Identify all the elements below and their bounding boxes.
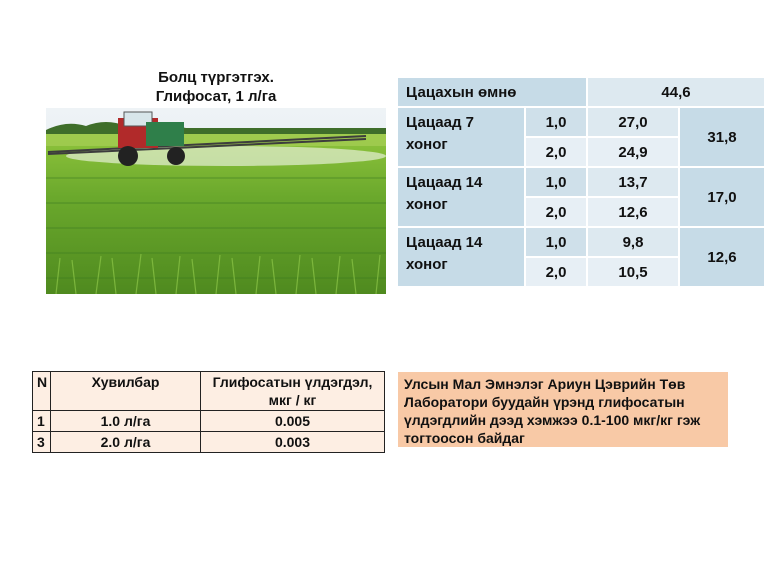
before-label: Цацахын өмнө: [396, 76, 588, 108]
row-number: 3: [32, 431, 51, 453]
residue-value-cell: 0.003: [200, 431, 385, 453]
variant-cell: 2.0 л/га: [50, 431, 201, 453]
table-row: Цацаад 14 хоног 1,0 13,7 17,0: [396, 166, 767, 228]
table-row: Цацаад 14 хоног 1,0 9,8 12,6: [396, 226, 767, 288]
results-table: Цацахын өмнө 44,6 Цацаад 7 хоног 1,0 27,…: [396, 76, 767, 288]
header-n: N: [32, 371, 51, 411]
value-cell: 24,9: [586, 136, 680, 168]
average-cell: 17,0: [677, 166, 767, 228]
dose-cell: 1,0: [524, 166, 588, 198]
table-row: 3 2.0 л/га 0.003: [32, 431, 385, 453]
before-value: 44,6: [585, 76, 767, 108]
results-before-row: Цацахын өмнө 44,6: [396, 76, 767, 108]
table-row: Цацаад 7 хоног 1,0 27,0 31,8: [396, 106, 767, 168]
header-residue: Глифосатын үлдэгдэл, мкг / кг: [200, 371, 385, 411]
header-variant: Хувилбар: [50, 371, 201, 411]
period-label: Цацаад 14 хоног: [396, 226, 526, 288]
photo-caption: Болц түргэтгэх. Глифосат, 1 л/га: [46, 68, 386, 106]
sprayer-field-photo: [46, 108, 386, 294]
value-cell: 27,0: [586, 106, 680, 138]
table-row: 2,0 24,9: [397, 136, 765, 168]
value-cell: 10,5: [586, 256, 680, 288]
row-number: 1: [32, 410, 51, 432]
dose-cell: 2,0: [524, 136, 588, 168]
dose-cell: 1,0: [524, 106, 588, 138]
average-cell: 12,6: [677, 226, 767, 288]
variant-cell: 1.0 л/га: [50, 410, 201, 432]
dose-cell: 2,0: [524, 196, 588, 228]
residue-value-cell: 0.005: [200, 410, 385, 432]
dose-cell: 1,0: [524, 226, 588, 258]
period-label: Цацаад 7 хоног: [396, 106, 526, 168]
table-row: 2,0 12,6: [397, 196, 765, 228]
residue-table: N Хувилбар Глифосатын үлдэгдэл, мкг / кг…: [32, 371, 385, 453]
photo-caption-line1: Болц түргэтгэх.: [158, 69, 274, 86]
value-cell: 13,7: [586, 166, 680, 198]
value-cell: 12,6: [586, 196, 680, 228]
period-label: Цацаад 14 хоног: [396, 166, 526, 228]
table-row: 1 1.0 л/га 0.005: [32, 410, 385, 432]
photo-caption-line2: Глифосат, 1 л/га: [155, 88, 277, 105]
value-cell: 9,8: [586, 226, 680, 258]
average-cell: 31,8: [677, 106, 767, 168]
dose-cell: 2,0: [524, 256, 588, 288]
regulation-note: Улсын Мал Эмнэлэг Ариун Цэврийн Төв Лабо…: [398, 372, 728, 447]
table-row: 2,0 10,5: [397, 256, 765, 288]
residue-header-row: N Хувилбар Глифосатын үлдэгдэл, мкг / кг: [32, 371, 385, 411]
